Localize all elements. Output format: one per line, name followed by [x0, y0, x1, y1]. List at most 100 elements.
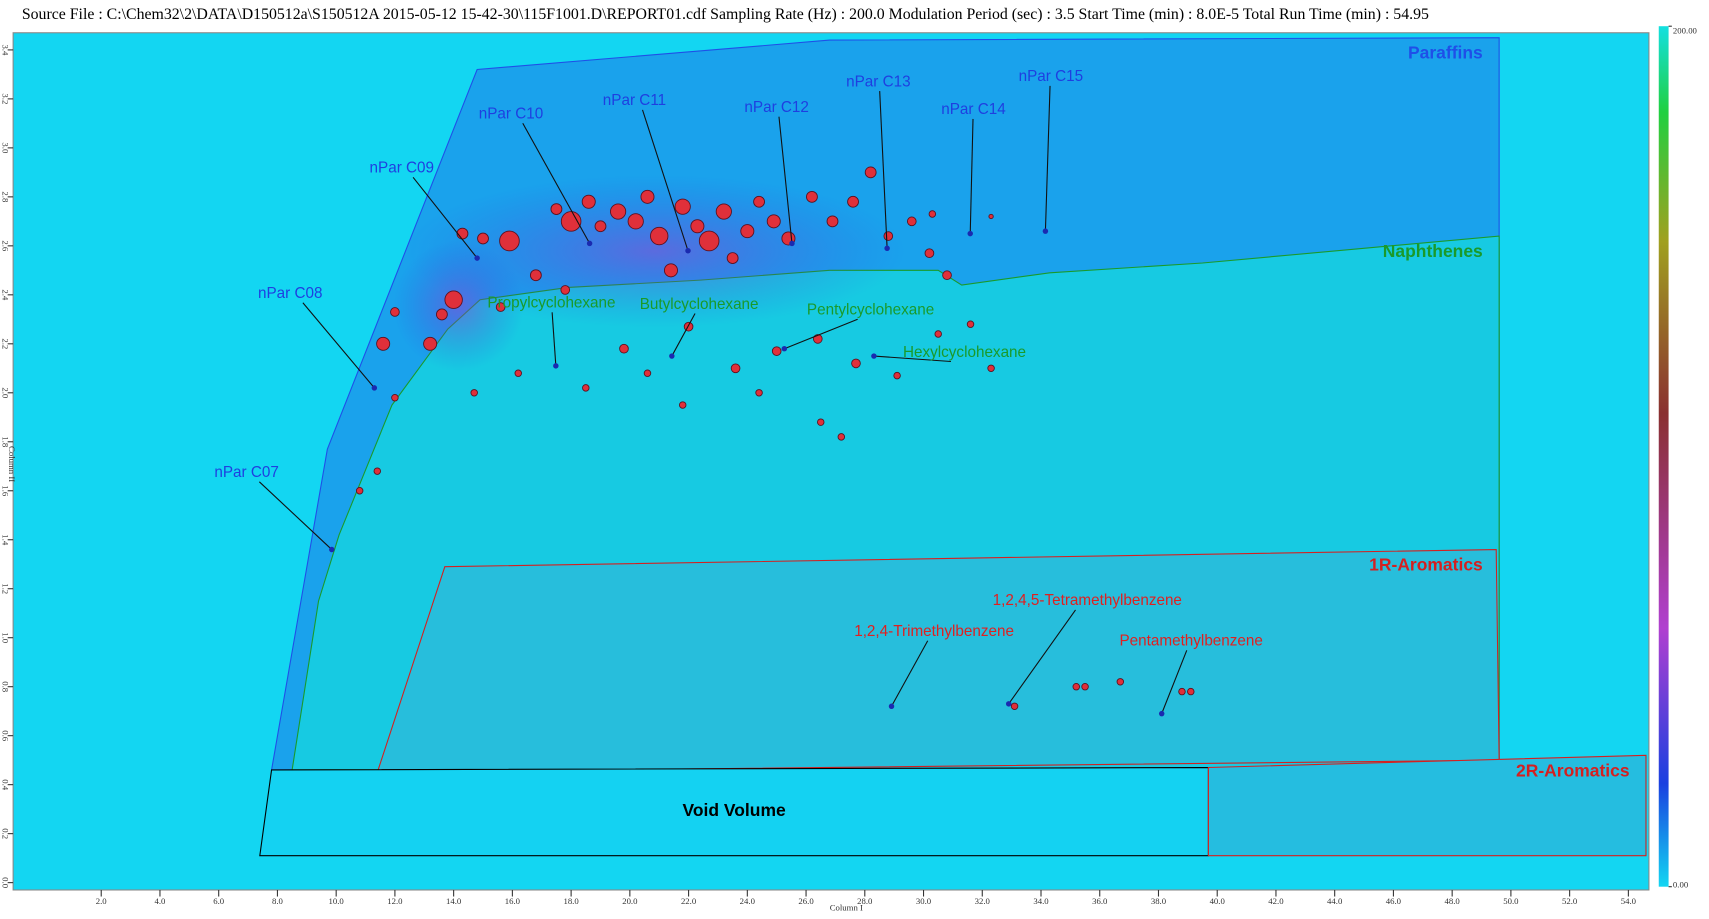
- peak: [1081, 682, 1089, 691]
- x-tick-label: 46.0: [1386, 896, 1402, 906]
- peak: [924, 248, 935, 258]
- compound-label: nPar C12: [744, 99, 809, 116]
- compound-label: Pentamethylbenzene: [1119, 633, 1262, 650]
- x-tick-label: 10.0: [329, 896, 345, 906]
- compound-label: 1,2,4,5-Tetramethylbenzene: [993, 592, 1182, 609]
- peak: [1187, 687, 1195, 696]
- peak: [581, 194, 596, 209]
- y-tick-label: 1.2: [0, 583, 10, 594]
- leader-line: [412, 176, 478, 259]
- peak: [883, 231, 894, 241]
- peak: [753, 195, 765, 208]
- y-tick-label: 0.0: [0, 877, 10, 889]
- leader-line: [1161, 650, 1188, 714]
- peak: [643, 369, 652, 377]
- peak: [817, 418, 825, 426]
- y-tick-label: 3.4: [0, 44, 10, 56]
- peak: [906, 216, 917, 227]
- y-axis-label: Column II: [7, 446, 17, 482]
- leader-line: [778, 116, 793, 244]
- region-label: Naphthenes: [1383, 241, 1483, 261]
- compound-label: nPar C11: [603, 92, 666, 109]
- x-tick-label: 8.0: [272, 896, 284, 906]
- compound-point: [781, 345, 788, 352]
- x-tick-label: 14.0: [446, 896, 462, 906]
- y-tick-label: 1.8: [0, 436, 10, 448]
- x-tick-label: 34.0: [1033, 896, 1049, 906]
- x-tick-label: 24.0: [740, 896, 756, 906]
- peak: [966, 320, 975, 328]
- peak: [456, 227, 469, 240]
- peak: [1178, 687, 1186, 696]
- x-axis-label: Column I: [830, 903, 863, 913]
- peak: [470, 389, 478, 397]
- compound-point: [329, 546, 335, 553]
- peak: [477, 232, 489, 245]
- y-tick-label: 1.4: [0, 534, 10, 546]
- x-tick-label: 28.0: [857, 896, 873, 906]
- x-tick-label: 44.0: [1327, 896, 1343, 906]
- peak: [355, 487, 364, 495]
- peak: [934, 330, 942, 338]
- compound-label: Hexylcyclohexane: [903, 344, 1026, 361]
- leader-line: [1044, 85, 1051, 232]
- peak: [423, 336, 438, 351]
- y-tick-label: 2.4: [0, 289, 10, 301]
- x-tick-label: 38.0: [1151, 896, 1167, 906]
- y-tick-label: 0.2: [0, 828, 10, 839]
- compound-point: [669, 353, 675, 359]
- x-tick-label: 6.0: [213, 896, 225, 906]
- compound-point: [474, 255, 480, 261]
- peak: [987, 364, 995, 373]
- peak: [582, 384, 590, 392]
- leader-line: [522, 123, 591, 244]
- leader-line: [784, 318, 858, 350]
- leader-line: [1008, 609, 1076, 705]
- peak: [529, 269, 542, 282]
- peak: [755, 389, 763, 397]
- peak: [560, 285, 571, 295]
- leader-line: [671, 313, 696, 357]
- peak: [730, 363, 741, 374]
- colorbar-label: 200.00: [1673, 26, 1698, 36]
- peak: [594, 220, 607, 233]
- peak: [619, 343, 629, 354]
- compound-point: [884, 245, 890, 252]
- x-tick-label: 16.0: [505, 896, 521, 906]
- compound-label: 1,2,4-Trimethylbenzene: [854, 623, 1014, 640]
- x-tick-label: 54.0: [1621, 896, 1637, 906]
- compound-point: [1005, 701, 1012, 707]
- compound-label: nPar C08: [258, 285, 323, 302]
- peak: [390, 307, 400, 317]
- peak: [499, 230, 520, 252]
- peak: [650, 226, 669, 246]
- leader-line: [879, 91, 888, 249]
- region: [1207, 754, 1647, 857]
- x-tick-label: 32.0: [975, 896, 991, 906]
- colorbar-label: 0.00: [1673, 880, 1689, 890]
- leader-line: [891, 640, 929, 707]
- peak: [847, 195, 859, 208]
- header: Source File : C:\Chem32\2\DATA\D150512a\…: [22, 6, 1429, 23]
- x-tick-label: 2.0: [96, 896, 108, 906]
- peak: [726, 252, 739, 264]
- y-tick-label: 2.2: [0, 338, 10, 349]
- compound-label: Propylcyclohexane: [487, 295, 615, 312]
- peak: [826, 215, 839, 228]
- y-tick-label: 0.6: [0, 730, 10, 742]
- compound-point: [685, 248, 691, 254]
- peak: [560, 211, 582, 232]
- peak: [640, 189, 655, 204]
- y-tick-label: 1.0: [0, 632, 10, 644]
- peak: [550, 203, 563, 215]
- peak: [435, 308, 448, 321]
- peak: [698, 230, 720, 252]
- peak: [928, 210, 937, 218]
- y-tick-label: 0.8: [0, 681, 10, 693]
- peak: [806, 190, 818, 203]
- y-tick-label: 3.0: [0, 142, 10, 154]
- region-label: Void Volume: [683, 800, 786, 820]
- peak: [376, 336, 391, 351]
- leader-line: [969, 118, 974, 234]
